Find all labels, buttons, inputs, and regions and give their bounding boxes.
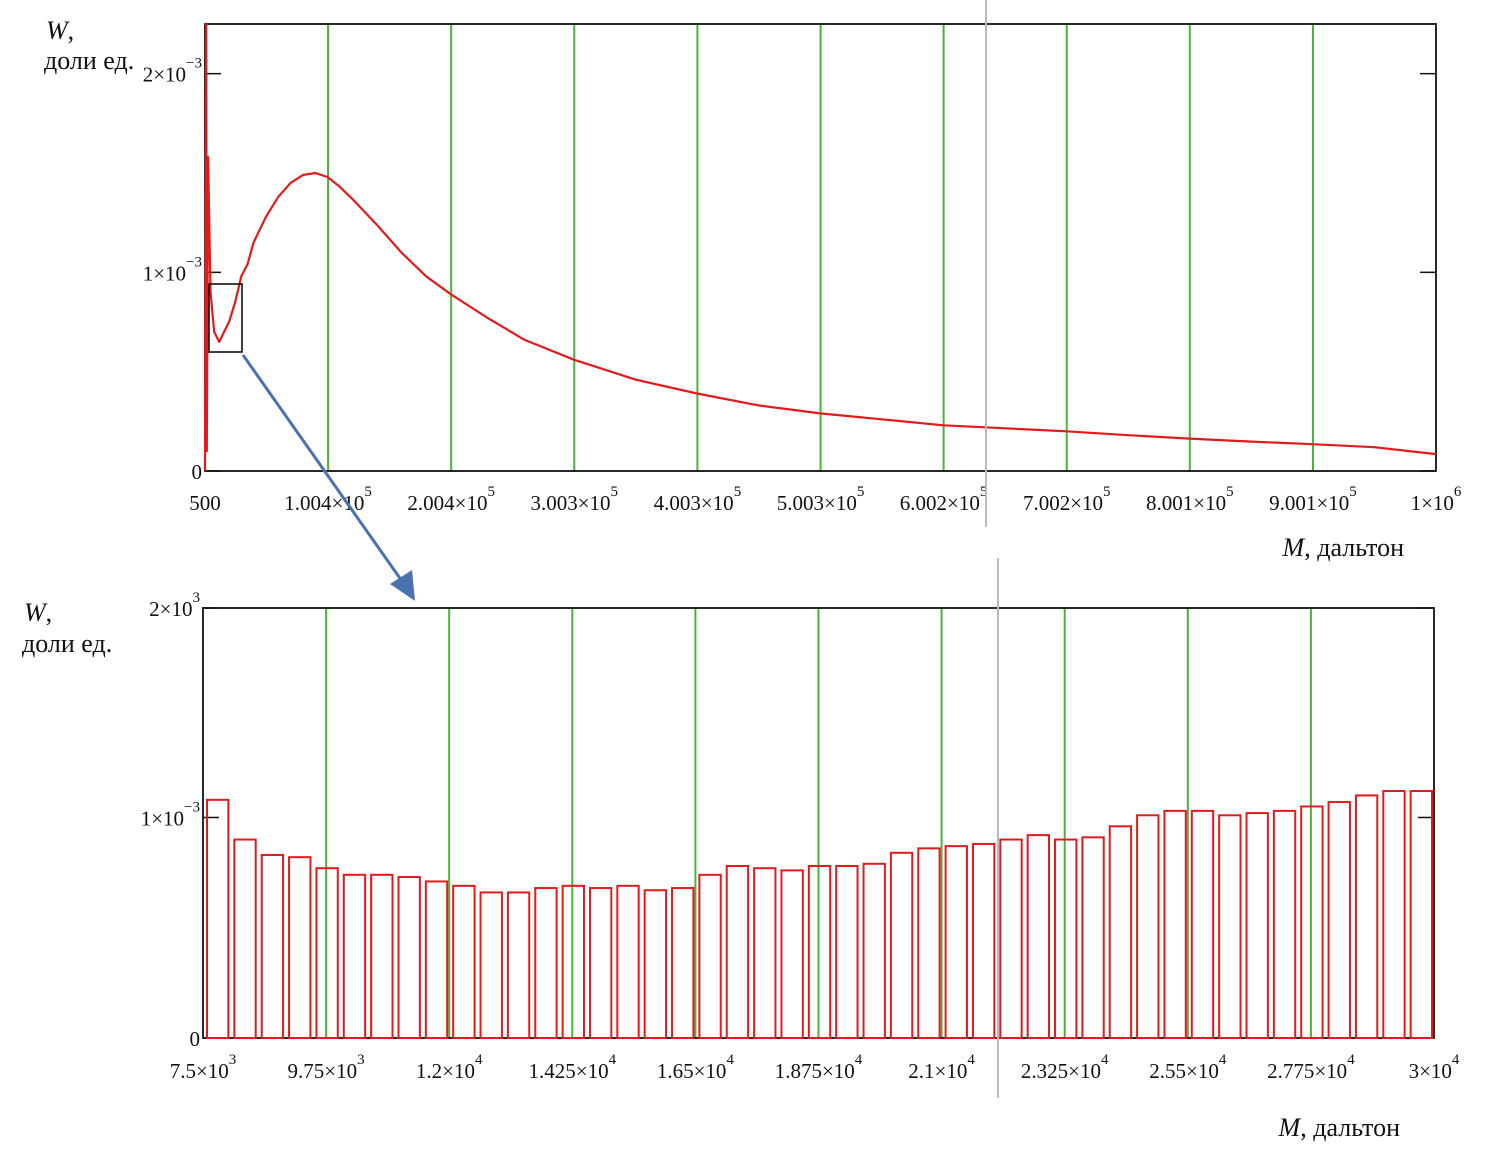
chart2-bar [698, 873, 722, 1039]
chart2-bar [1163, 809, 1187, 1039]
chart2-bar [1026, 834, 1051, 1040]
chart2-bar [1354, 794, 1379, 1040]
chart2-bar [917, 847, 941, 1039]
chart2-bar [1382, 790, 1406, 1039]
chart2-bar [889, 851, 914, 1039]
chart2-x-tick-label: 2.1×104 [908, 1052, 975, 1083]
chart1-x-tick-label: 9.001×105 [1269, 484, 1357, 515]
chart2-y-axis-title: W, [24, 598, 52, 627]
chart2-bar [999, 838, 1023, 1039]
chart1-y-tick-label: 0 [192, 460, 203, 484]
chart2-x-tick-label: 1.425×104 [529, 1052, 617, 1083]
chart2-bar [206, 798, 230, 1039]
chart-bottom-zoom-histogram: 0 1×10−3 2×103 7.5×103 9.75×103 1.2×104 1.425×… [22, 590, 1460, 1142]
chart2-y-axis-unit: доли ед. [22, 629, 112, 658]
chart2-bar [506, 891, 531, 1040]
chart1-x-tick-label: 5.003×105 [777, 484, 865, 515]
chart1-y-tick-label: 1×10−3 [143, 254, 202, 285]
chart1-x-axis-title: M, дальтон [1282, 533, 1405, 562]
chart2-x-tick-label: 1.2×104 [416, 1052, 483, 1083]
chart2-bar [260, 853, 285, 1039]
chart2-bar [671, 887, 695, 1039]
chart2-bar [780, 869, 804, 1040]
chart2-bar [1245, 812, 1269, 1039]
zoom-indicator [208, 283, 415, 601]
chart2-bar [753, 867, 777, 1040]
chart2-bar [315, 867, 339, 1040]
chart2-bar [1272, 809, 1297, 1039]
chart2-bar [1190, 809, 1215, 1039]
chart2-bar [1327, 801, 1351, 1039]
zoom-box [208, 283, 243, 353]
chart2-bar [807, 865, 832, 1039]
chart2-x-tick-label: 3×104 [1409, 1052, 1460, 1083]
chart2-bar [534, 887, 558, 1039]
chart2-bar [1136, 814, 1160, 1039]
chart1-x-tick-label: 1.004×105 [284, 484, 372, 515]
chart2-bar [1300, 805, 1324, 1040]
chart1-x-tick-label: 8.001×105 [1146, 484, 1234, 515]
chart2-y-tick-label: 0 [190, 1027, 201, 1051]
chart2-x-tick-label: 2.775×104 [1267, 1052, 1355, 1083]
chart2-bar [233, 838, 257, 1039]
chart1-x-tick-label: 2.004×105 [407, 484, 495, 515]
chart2-bar [452, 884, 476, 1039]
chart1-series-line [203, 22, 1437, 472]
chart1-x-tick-label: 7.002×105 [1023, 484, 1111, 515]
chart1-x-tick-label: 1×106 [1411, 484, 1462, 515]
chart1-x-tick-label: 3.003×105 [530, 484, 618, 515]
zoom-arrow-line [241, 354, 406, 585]
chart2-x-tick-label: 2.55×104 [1149, 1052, 1227, 1083]
chart2-bar [288, 856, 312, 1040]
chart2-bar [370, 873, 394, 1039]
chart2-bar [1081, 836, 1105, 1039]
chart2-bar [971, 842, 996, 1040]
chart2-x-tick-label: 1.65×104 [657, 1052, 735, 1083]
chart2-bar [561, 884, 585, 1039]
chart2-bar [1218, 814, 1242, 1039]
chart2-bar [944, 845, 968, 1040]
chart1-x-tick-label: 500 [189, 491, 221, 515]
chart2-bar [1409, 790, 1433, 1039]
chart2-bar [616, 884, 640, 1039]
chart2-bar [342, 873, 367, 1039]
chart2-bar [643, 889, 668, 1039]
chart2-x-tick-label: 9.75×103 [288, 1052, 365, 1083]
chart2-bar [424, 880, 449, 1040]
chart-top-mass-distribution: 0 1×10−3 2×10−3 500 1.004×105 2.004×105 3.003×… [44, 16, 1462, 562]
chart1-y-axis-unit: доли ед. [44, 46, 134, 75]
chart1-x-tick-label: 4.003×105 [654, 484, 742, 515]
chart2-bar [835, 865, 859, 1039]
chart2-x-axis-title: M, дальтон [1278, 1113, 1401, 1142]
chart1-y-tick-label: 2×10−3 [143, 56, 202, 87]
chart2-y-tick-label: 2×103 [149, 590, 200, 621]
chart1-x-tick-label: 6.002×105 [900, 484, 988, 515]
chart2-y-tick-label: 1×10−3 [141, 799, 200, 830]
chart2-bar [725, 865, 750, 1039]
zoom-arrow-head [390, 570, 415, 601]
chart2-bar [1108, 825, 1133, 1039]
chart2-x-tick-label: 1.875×104 [775, 1052, 863, 1083]
chart2-bar [588, 887, 613, 1039]
chart2-x-tick-label: 2.325×104 [1021, 1052, 1109, 1083]
chart2-bar [862, 862, 886, 1039]
chart1-y-axis-title: W, [46, 16, 74, 45]
chart2-x-tick-label: 7.5×103 [170, 1052, 237, 1083]
chart2-bar [397, 876, 421, 1039]
chart2-bar [1054, 838, 1078, 1039]
chart2-bar [479, 891, 503, 1040]
